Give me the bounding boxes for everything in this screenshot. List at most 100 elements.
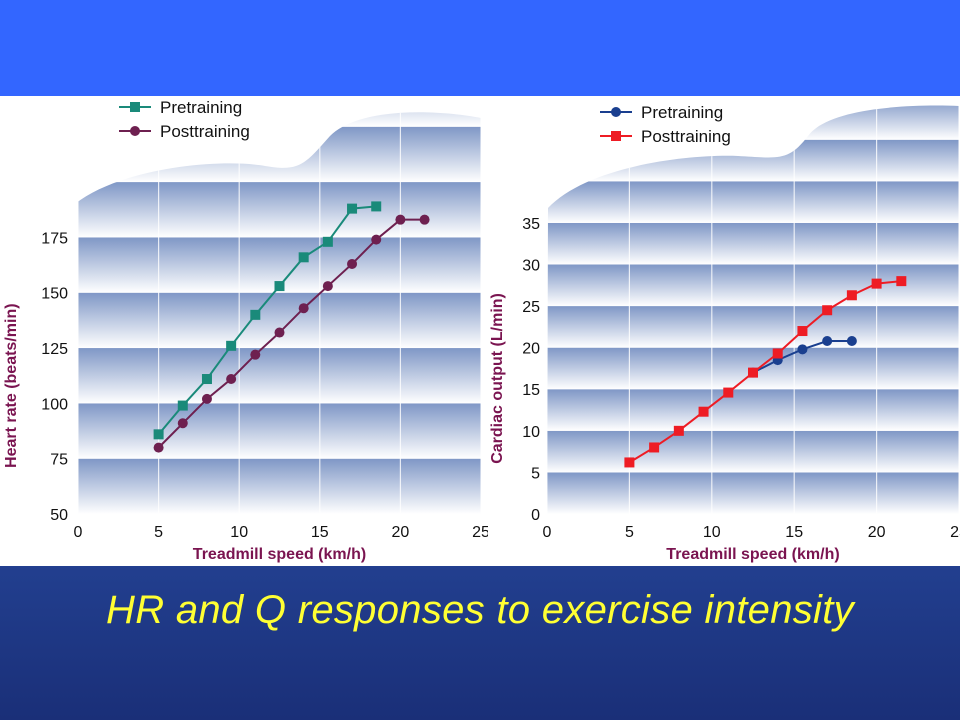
data-point — [698, 406, 709, 417]
x-tick-label: 25 — [472, 524, 488, 541]
data-point — [153, 429, 164, 440]
grid-band — [547, 96, 959, 98]
data-point — [201, 374, 212, 385]
heart-rate-chart-panel: 50 75 100 125 150 175 0 5 10 15 20 25 Treadmill spee… — [0, 96, 488, 566]
data-point — [177, 418, 188, 429]
x-tick-label: 5 — [154, 524, 163, 541]
data-point — [772, 348, 783, 359]
data-point — [153, 442, 164, 453]
data-point — [649, 442, 660, 453]
data-point — [723, 387, 734, 398]
data-point — [250, 309, 261, 320]
grid-band — [547, 389, 959, 431]
data-point — [748, 367, 758, 378]
data-point — [177, 400, 188, 411]
data-point — [226, 374, 237, 385]
data-point — [419, 214, 430, 225]
data-point — [871, 278, 882, 289]
data-point — [347, 203, 358, 214]
legend-marker — [130, 102, 140, 112]
y-tick-label: 15 — [522, 382, 540, 399]
data-point — [395, 214, 406, 225]
y-tick-label: 50 — [50, 507, 68, 524]
header-band — [0, 0, 960, 96]
data-point — [250, 349, 261, 360]
x-tick-label: 15 — [311, 524, 329, 541]
cardiac-output-chart: 0 5 10 15 20 25 30 35 0 5 10 15 20 25 Treadmill speed … — [489, 96, 960, 563]
data-point — [673, 425, 684, 436]
data-point — [347, 258, 358, 269]
grid-band — [547, 222, 959, 265]
data-point — [371, 234, 382, 245]
data-point — [322, 281, 333, 292]
data-point — [274, 327, 285, 338]
grid-band — [547, 472, 959, 514]
x-tick-label: 20 — [868, 524, 886, 541]
heart-rate-chart: 50 75 100 125 150 175 0 5 10 15 20 25 Treadmill spee… — [3, 98, 488, 563]
x-tick-label: 0 — [74, 524, 83, 541]
legend-label: Pretraining — [160, 98, 242, 117]
grid-band — [547, 139, 959, 182]
data-point — [274, 281, 285, 292]
y-tick-label: 5 — [531, 465, 540, 482]
data-point — [797, 344, 808, 355]
grid-band — [78, 292, 481, 349]
grid-band — [78, 182, 481, 238]
plot-background — [77, 112, 481, 514]
grid-band — [78, 403, 481, 459]
legend-marker — [130, 126, 140, 136]
grid-band — [547, 181, 959, 223]
data-point — [322, 236, 333, 247]
data-point — [226, 340, 237, 351]
x-axis-label: Treadmill speed (km/h) — [666, 546, 839, 563]
grid-band — [547, 105, 959, 140]
y-tick-label: 100 — [41, 396, 68, 413]
x-tick-label: 10 — [703, 524, 721, 541]
grid-band — [547, 264, 959, 307]
data-point — [371, 201, 382, 212]
legend-label: Posttraining — [160, 122, 250, 141]
y-tick-label: 30 — [522, 257, 540, 274]
slide-title: HR and Q responses to exercise intensity — [106, 588, 854, 632]
x-tick-label: 15 — [785, 524, 803, 541]
cardiac-output-chart-panel: 0 5 10 15 20 25 30 35 0 5 10 15 20 25 Treadmill speed … — [488, 96, 960, 566]
x-tick-label: 5 — [625, 524, 634, 541]
data-point — [822, 305, 833, 316]
data-point — [298, 252, 309, 263]
x-tick-label: 0 — [543, 524, 552, 541]
y-tick-label: 10 — [522, 424, 540, 441]
x-axis-label: Treadmill speed (km/h) — [193, 546, 366, 563]
x-tick-label: 25 — [950, 524, 960, 541]
grid-band — [547, 306, 959, 348]
legend-label: Posttraining — [641, 127, 731, 146]
y-tick-label: 75 — [50, 452, 68, 469]
y-tick-label: 125 — [41, 341, 68, 358]
data-point — [201, 393, 212, 404]
y-tick-label: 35 — [522, 216, 540, 233]
legend-marker — [611, 107, 621, 117]
grid-band — [547, 430, 959, 473]
data-point — [846, 290, 857, 301]
grid-band — [78, 126, 481, 183]
data-point — [822, 336, 833, 347]
y-axis-label: Heart rate (beats/min) — [3, 303, 20, 468]
legend-label: Pretraining — [641, 103, 723, 122]
grid-band — [78, 348, 481, 404]
y-tick-label: 175 — [41, 230, 68, 247]
x-tick-label: 10 — [230, 524, 248, 541]
data-point — [846, 336, 857, 347]
legend-marker — [611, 131, 621, 141]
data-point — [298, 303, 309, 314]
data-point — [896, 276, 907, 287]
data-point — [624, 457, 635, 468]
x-tick-label: 20 — [392, 524, 410, 541]
data-point — [797, 326, 808, 337]
y-tick-label: 150 — [41, 286, 68, 303]
y-tick-label: 25 — [522, 299, 540, 316]
plot-background — [547, 96, 959, 514]
series-line-pretraining — [157, 205, 377, 435]
y-tick-label: 20 — [522, 341, 540, 358]
y-axis-label: Cardiac output (L/min) — [489, 293, 506, 464]
series-line-posttraining — [157, 218, 425, 449]
y-tick-label: 0 — [531, 507, 540, 524]
